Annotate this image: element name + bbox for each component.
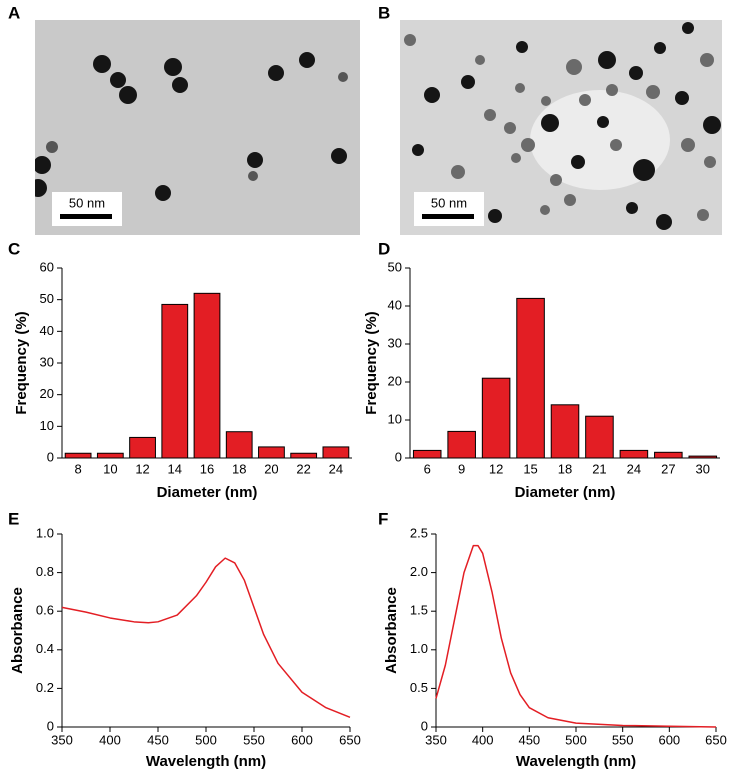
x-tick-label: 400 (99, 732, 121, 747)
x-tick-label: 450 (518, 732, 540, 747)
y-tick-label: 10 (40, 418, 54, 433)
x-tick-label: 27 (661, 461, 675, 476)
y-tick-label: 0.5 (410, 680, 428, 695)
x-tick-label: 500 (565, 732, 587, 747)
y-tick-label: 60 (40, 259, 54, 274)
bar (516, 297, 545, 459)
x-tick-label: 400 (472, 732, 494, 747)
bar (225, 431, 253, 459)
x-tick-label: 550 (612, 732, 634, 747)
line (61, 557, 351, 719)
bar (550, 404, 580, 459)
y-axis-title: Frequency (%) (13, 311, 30, 414)
panel-label: C (8, 239, 20, 258)
x-tick-label: 20 (264, 461, 278, 476)
x-tick-label: 650 (339, 732, 361, 747)
y-tick-label: 30 (40, 354, 54, 369)
y-tick-label: 0 (47, 449, 54, 464)
scale-bar-label: 50 nm (69, 195, 105, 210)
bar (585, 415, 614, 459)
bar (64, 452, 92, 459)
x-tick-label: 9 (458, 461, 465, 476)
x-tick-label: 650 (705, 732, 727, 747)
panel-label: F (378, 509, 388, 528)
x-axis-title: Diameter (nm) (157, 484, 258, 501)
bar (193, 292, 221, 459)
bar (96, 452, 124, 459)
y-tick-label: 1.0 (410, 641, 428, 656)
bar (654, 451, 683, 459)
bar (290, 452, 318, 459)
y-tick-label: 2.5 (410, 525, 428, 540)
y-tick-label: 10 (388, 411, 402, 426)
x-tick-label: 550 (243, 732, 265, 747)
x-tick-label: 600 (658, 732, 680, 747)
panel-label: D (378, 239, 390, 258)
panel-label: B (378, 3, 390, 22)
y-tick-label: 0 (395, 449, 402, 464)
scale-bar-label: 50 nm (431, 195, 467, 210)
x-axis-title: Diameter (nm) (515, 484, 616, 501)
x-tick-label: 500 (195, 732, 217, 747)
y-axis-title: Absorbance (9, 587, 26, 674)
y-tick-label: 30 (388, 335, 402, 350)
bar (481, 377, 511, 459)
y-tick-label: 20 (40, 386, 54, 401)
bar (161, 303, 189, 459)
x-tick-label: 6 (424, 461, 431, 476)
y-tick-label: 0 (421, 718, 428, 733)
x-tick-label: 16 (200, 461, 214, 476)
x-tick-label: 8 (74, 461, 81, 476)
x-tick-label: 12 (135, 461, 149, 476)
y-tick-label: 0.2 (36, 680, 54, 695)
line (435, 544, 717, 728)
x-tick-label: 30 (696, 461, 710, 476)
x-tick-label: 10 (103, 461, 117, 476)
x-tick-label: 350 (425, 732, 447, 747)
bar (412, 449, 442, 459)
x-tick-label: 14 (168, 461, 182, 476)
x-tick-label: 21 (592, 461, 606, 476)
micrograph (400, 20, 722, 235)
x-tick-label: 18 (232, 461, 246, 476)
y-tick-label: 20 (388, 373, 402, 388)
scale-bar (60, 214, 112, 219)
x-tick-label: 350 (51, 732, 73, 747)
x-tick-label: 600 (291, 732, 313, 747)
x-tick-label: 450 (147, 732, 169, 747)
bar (129, 436, 156, 459)
y-tick-label: 0.6 (36, 603, 54, 618)
y-tick-label: 50 (40, 291, 54, 306)
y-tick-label: 1.0 (36, 525, 54, 540)
bar (688, 455, 718, 459)
y-tick-label: 50 (388, 259, 402, 274)
x-tick-label: 24 (329, 461, 343, 476)
y-axis-title: Absorbance (383, 587, 400, 674)
bar (258, 446, 285, 459)
x-tick-label: 22 (296, 461, 310, 476)
y-tick-label: 0 (47, 718, 54, 733)
x-tick-label: 12 (489, 461, 503, 476)
y-tick-label: 40 (40, 323, 54, 338)
y-tick-label: 40 (388, 297, 402, 312)
y-tick-label: 0.8 (36, 564, 54, 579)
bar (322, 446, 350, 459)
panel-label: A (8, 3, 20, 22)
bar (447, 430, 476, 459)
y-tick-label: 2.0 (410, 564, 428, 579)
panel-label: E (8, 509, 19, 528)
x-tick-label: 15 (523, 461, 537, 476)
y-tick-label: 0.4 (36, 641, 54, 656)
y-tick-label: 1.5 (410, 603, 428, 618)
y-axis-title: Frequency (%) (363, 311, 380, 414)
x-tick-label: 24 (627, 461, 641, 476)
x-axis-title: Wavelength (nm) (516, 753, 636, 770)
x-tick-label: 18 (558, 461, 572, 476)
scale-bar (422, 214, 474, 219)
bar (619, 449, 649, 459)
x-axis-title: Wavelength (nm) (146, 753, 266, 770)
